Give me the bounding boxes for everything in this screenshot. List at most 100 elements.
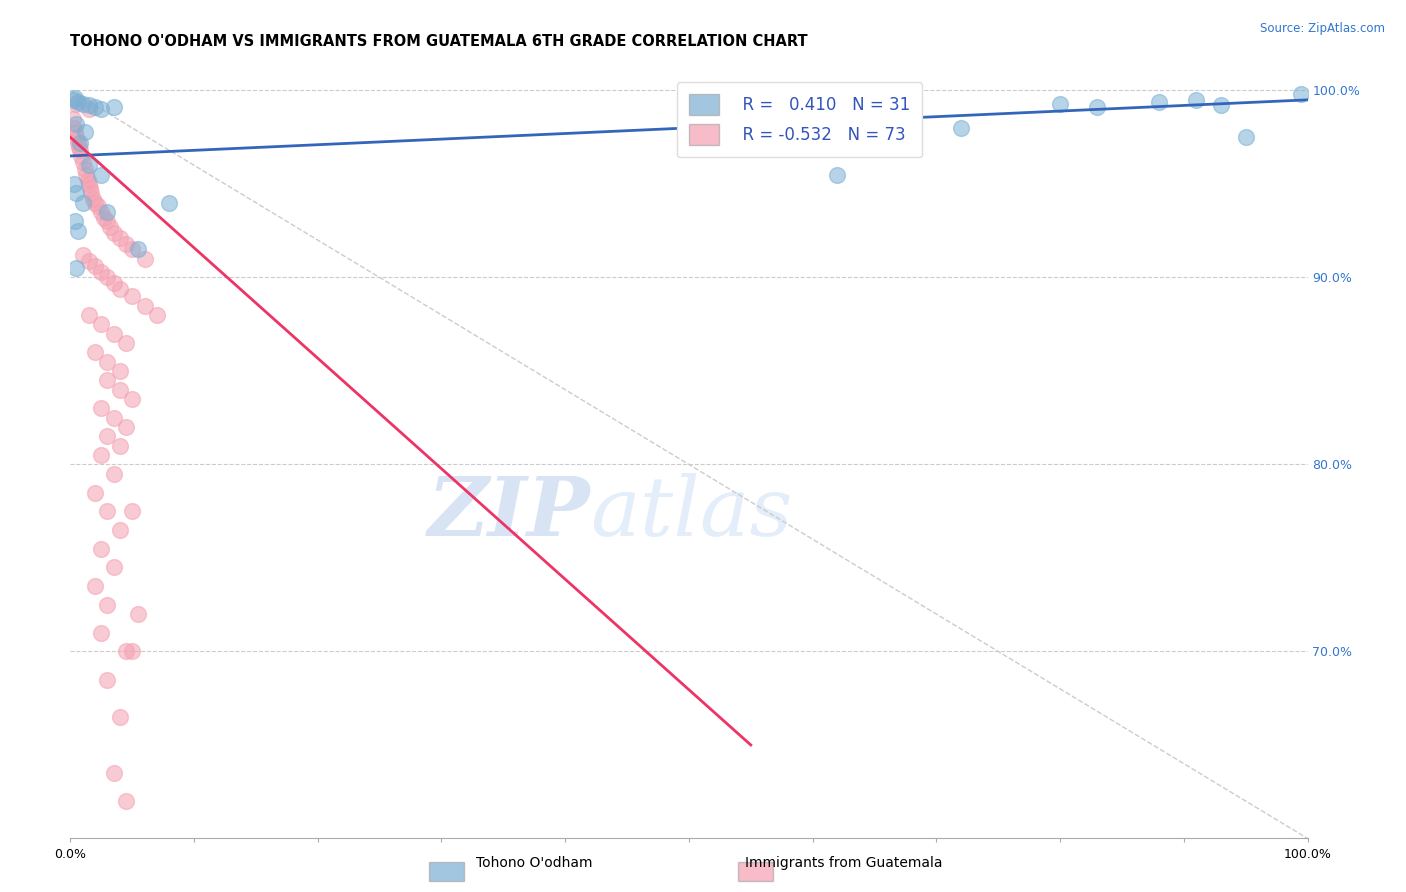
Point	[67, 139, 90, 153]
Point	[63, 93, 86, 107]
Point	[84, 345, 107, 359]
Point	[72, 154, 94, 169]
Point	[84, 100, 107, 114]
Point	[65, 186, 87, 201]
Point	[96, 373, 118, 387]
Point	[103, 467, 125, 481]
Point	[90, 541, 112, 556]
Point	[72, 96, 94, 111]
Point	[134, 299, 156, 313]
Point	[76, 173, 98, 187]
Text: ZIP: ZIP	[427, 473, 591, 552]
Point	[62, 112, 84, 126]
Point	[1085, 100, 1108, 114]
Point	[77, 177, 100, 191]
Point	[90, 625, 112, 640]
Point	[103, 766, 125, 780]
Point	[157, 195, 180, 210]
Point	[65, 125, 87, 139]
Point	[103, 226, 125, 240]
Point	[72, 195, 94, 210]
Point	[90, 265, 112, 279]
Point	[65, 96, 87, 111]
Point	[90, 401, 112, 416]
Point	[65, 214, 87, 228]
Point	[84, 485, 107, 500]
Point	[108, 710, 131, 724]
Point	[827, 168, 849, 182]
Text: Immigrants from Guatemala: Immigrants from Guatemala	[745, 855, 942, 870]
Point	[1209, 98, 1232, 112]
Point	[72, 248, 94, 262]
Point	[134, 252, 156, 266]
Point	[63, 177, 86, 191]
Point	[77, 253, 100, 268]
Point	[96, 214, 118, 228]
Point	[108, 231, 131, 245]
Point	[86, 199, 108, 213]
Point	[65, 117, 87, 131]
Text: Tohono O'odham: Tohono O'odham	[477, 855, 592, 870]
Point	[950, 120, 973, 135]
Point	[96, 205, 118, 219]
Point	[75, 125, 97, 139]
Point	[69, 136, 91, 150]
Point	[75, 161, 97, 176]
Point	[115, 236, 138, 251]
Point	[108, 439, 131, 453]
Point	[93, 211, 115, 225]
Point	[108, 523, 131, 537]
Point	[115, 335, 138, 350]
Text: Source: ZipAtlas.com: Source: ZipAtlas.com	[1260, 22, 1385, 36]
Point	[84, 260, 107, 274]
Point	[77, 98, 100, 112]
Point	[65, 91, 87, 105]
Point	[90, 168, 112, 182]
Point	[77, 158, 100, 172]
Point	[96, 673, 118, 687]
Point	[84, 579, 107, 593]
Point	[121, 504, 143, 518]
Point	[84, 195, 107, 210]
Point	[115, 420, 138, 434]
Point	[1234, 130, 1257, 145]
Point	[79, 180, 101, 194]
Point	[96, 504, 118, 518]
Point	[77, 102, 100, 116]
Point	[103, 410, 125, 425]
Point	[121, 644, 143, 658]
Point	[1185, 93, 1208, 107]
Point	[66, 224, 89, 238]
Point	[115, 644, 138, 658]
Point	[103, 326, 125, 341]
Point	[70, 149, 93, 163]
Point	[96, 354, 118, 368]
Text: atlas: atlas	[591, 473, 793, 552]
Point	[90, 317, 112, 331]
Point	[90, 448, 112, 462]
Point	[103, 560, 125, 574]
Point	[108, 364, 131, 378]
Point	[108, 383, 131, 397]
Point	[90, 205, 112, 219]
Text: TOHONO O'ODHAM VS IMMIGRANTS FROM GUATEMALA 6TH GRADE CORRELATION CHART: TOHONO O'ODHAM VS IMMIGRANTS FROM GUATEM…	[70, 34, 808, 49]
Point	[103, 100, 125, 114]
Point	[96, 270, 118, 285]
Point	[65, 130, 87, 145]
Point	[80, 186, 103, 201]
Point	[146, 308, 169, 322]
Point	[65, 261, 87, 276]
Point	[63, 120, 86, 135]
Point	[69, 144, 91, 158]
Point	[1049, 96, 1071, 111]
Point	[103, 276, 125, 290]
Point	[121, 289, 143, 303]
Point	[98, 219, 121, 234]
Point	[96, 429, 118, 443]
Point	[77, 308, 100, 322]
Point	[1291, 87, 1313, 102]
Point	[96, 598, 118, 612]
Point	[1147, 95, 1170, 109]
Point	[82, 192, 104, 206]
Point	[90, 102, 112, 116]
